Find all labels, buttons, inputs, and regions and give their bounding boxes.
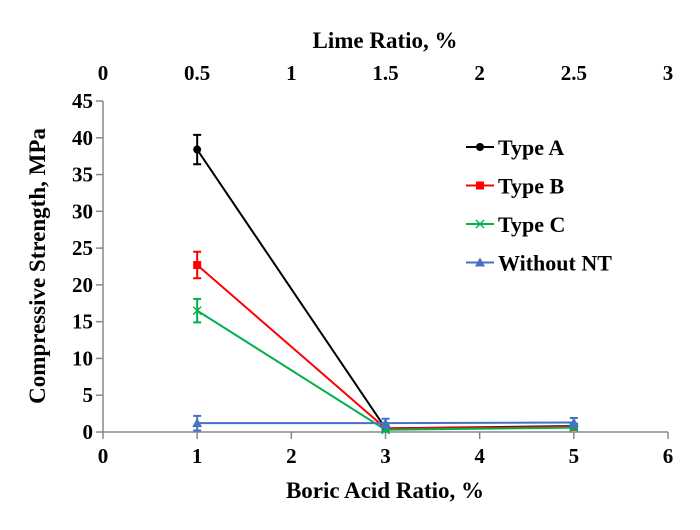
y-tick-label: 25: [72, 236, 93, 260]
x-tick-label: 5: [569, 444, 580, 468]
legend: Type A Type B Type C Without NT: [466, 135, 612, 276]
series-type-c: [192, 297, 579, 435]
series-group: [192, 133, 579, 435]
series-type-b: [193, 250, 578, 433]
y-tick-label: 40: [72, 126, 93, 150]
x2-tick-label: 1.5: [372, 61, 398, 85]
marker-triangle: [475, 257, 485, 267]
x2-tick-label: 0.5: [184, 61, 210, 85]
y-tick-label: 10: [72, 346, 93, 370]
y-tick-label: 0: [83, 420, 94, 444]
legend-label: Without NT: [498, 251, 612, 276]
x-tick-label: 2: [286, 444, 297, 468]
legend-item: Type B: [466, 174, 565, 199]
x-tick-label: 6: [663, 444, 674, 468]
y-tick-label: 30: [72, 199, 93, 223]
marker-x: [475, 219, 485, 229]
marker-square: [476, 181, 484, 190]
x-tick-label: 0: [98, 444, 109, 468]
x2-tick-label: 2: [474, 61, 485, 85]
legend-label: Type A: [498, 135, 564, 160]
marker-triangle: [568, 417, 579, 427]
x-tick-label: 4: [474, 444, 485, 468]
legend-item: Type A: [466, 135, 564, 160]
x2-tick-label: 2.5: [561, 61, 587, 85]
x-axis-label: Boric Acid Ratio, %: [286, 478, 484, 503]
marker-x: [192, 306, 202, 316]
x2-tick-label: 0: [98, 61, 109, 85]
y-tick-label: 35: [72, 163, 93, 187]
series-without-nt: [192, 414, 579, 432]
y-tick-label: 20: [72, 273, 93, 297]
marker-circle: [193, 145, 202, 154]
x2-tick-label: 1: [286, 61, 297, 85]
x2-tick-label: 3: [663, 61, 674, 85]
legend-item: Type C: [466, 212, 565, 237]
y-tick-label: 15: [72, 310, 93, 334]
x-tick-label: 3: [380, 444, 391, 468]
x2-axis-label: Lime Ratio, %: [312, 28, 457, 53]
marker-square: [193, 261, 202, 270]
marker-triangle: [192, 418, 203, 428]
marker-circle: [476, 143, 484, 151]
y-axis-label: Compressive Strength, MPa: [25, 128, 50, 404]
x-tick-label: 1: [192, 444, 203, 468]
y-tick-label: 45: [72, 89, 93, 113]
y-tick-label: 5: [83, 383, 94, 407]
series-line: [196, 309, 574, 431]
legend-label: Type B: [498, 174, 565, 199]
legend-label: Type C: [498, 212, 565, 237]
legend-item: Without NT: [466, 251, 612, 276]
marker-triangle: [380, 418, 391, 428]
